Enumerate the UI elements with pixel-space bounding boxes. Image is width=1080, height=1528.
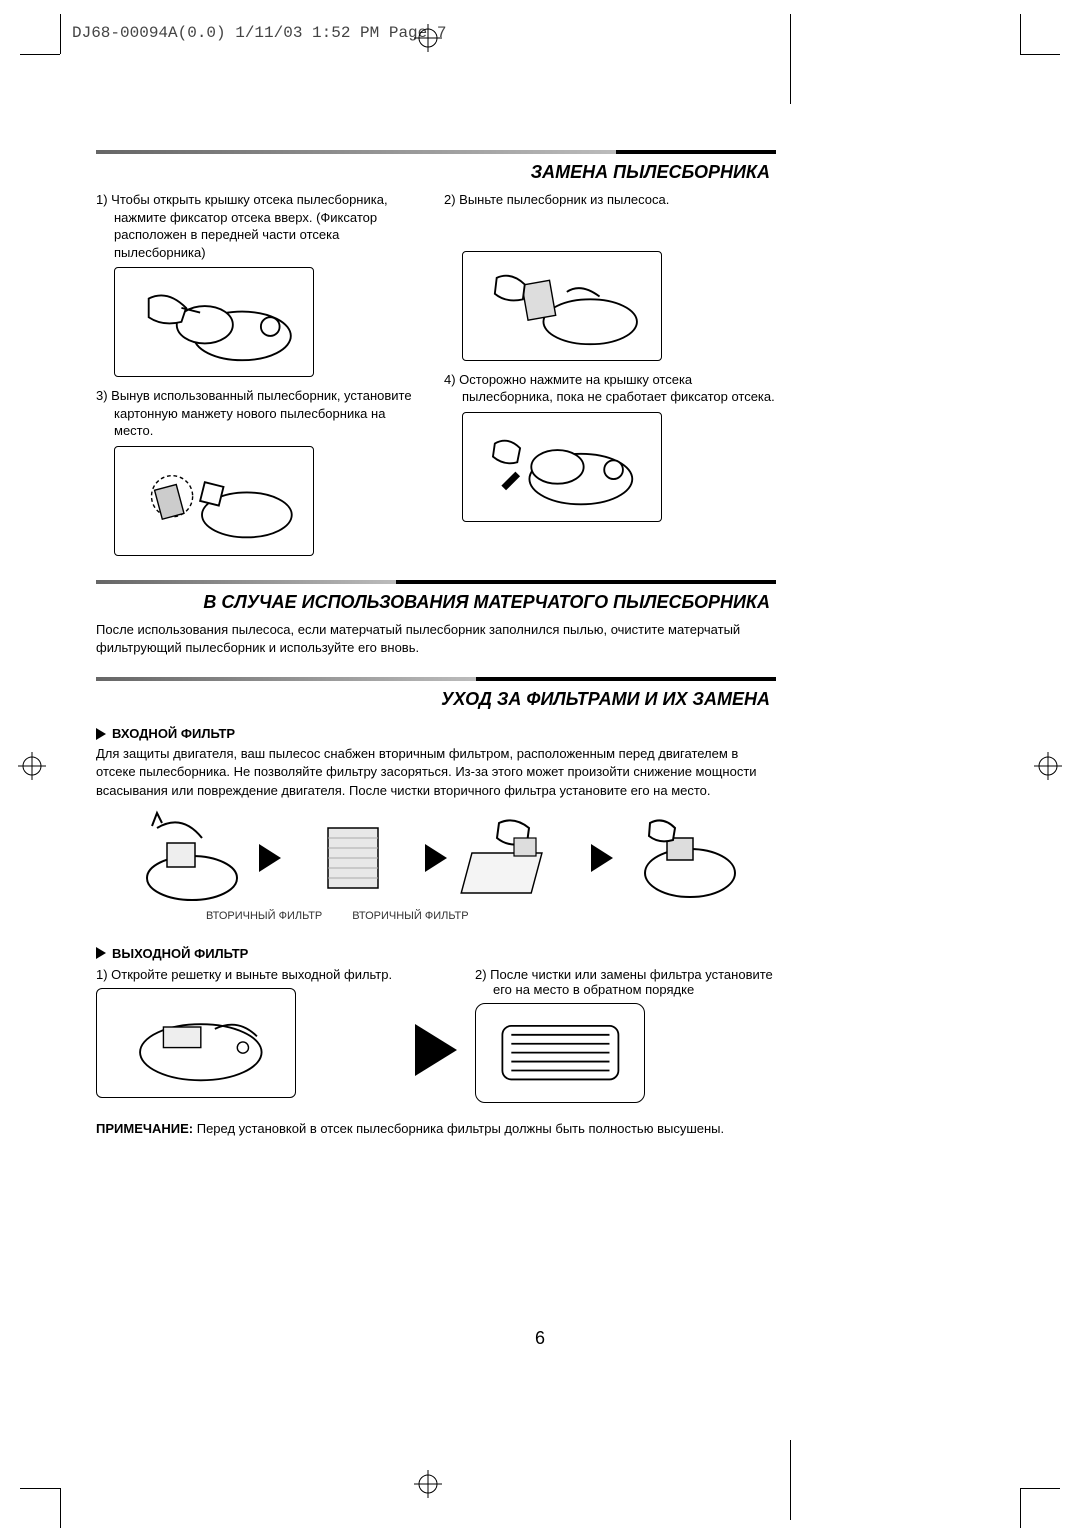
section-title: УХОД ЗА ФИЛЬТРАМИ И ИХ ЗАМЕНА [96, 689, 776, 710]
filter-labels: ВТОРИЧНЫЙ ФИЛЬТР ВТОРИЧНЫЙ ФИЛЬТР [206, 910, 776, 922]
vacuum-remove-bag-illustration [462, 251, 662, 361]
vacuum-open-lid-illustration [114, 267, 314, 377]
crop-mark [790, 1440, 791, 1520]
page-content: ЗАМЕНА ПЫЛЕСБОРНИКА 1) Чтобы открыть кры… [96, 150, 776, 1136]
print-header: DJ68-00094A(0.0) 1/11/03 1:52 PM Page 7 [72, 24, 446, 42]
section-title: В СЛУЧАЕ ИСПОЛЬЗОВАНИЯ МАТЕРЧАТОГО ПЫЛЕС… [96, 592, 776, 613]
body-text: После использования пылесоса, если матер… [96, 621, 776, 657]
vacuum-insert-bag-illustration [114, 446, 314, 556]
crop-mark [20, 54, 60, 55]
arrow-right-icon [591, 844, 613, 872]
vacuum-reinsert-filter-illustration [625, 808, 745, 908]
step-text: 2) После чистки или замены фильтра устан… [475, 967, 776, 997]
vacuum-outlet-open-illustration [96, 988, 296, 1098]
crop-mark [1020, 54, 1060, 55]
triangle-bullet-icon [96, 947, 106, 959]
section-title: ЗАМЕНА ПЫЛЕСБОРНИКА [96, 162, 776, 183]
body-text: Для защиты двигателя, ваш пылесос снабже… [96, 745, 776, 800]
arrow-right-icon [415, 1024, 457, 1076]
outlet-filter-grille-illustration [475, 1003, 645, 1103]
filter-label: ВТОРИЧНЫЙ ФИЛЬТР [206, 910, 322, 922]
page-number: 6 [0, 1328, 1080, 1349]
step-text: 2) Выньте пылесборник из пылесоса. [444, 191, 776, 209]
note-label: ПРИМЕЧАНИЕ: [96, 1121, 193, 1136]
crop-mark [20, 1488, 60, 1489]
filter-panel-illustration [293, 808, 413, 908]
step-text: 1) Откройте решетку и выньте выходной фи… [96, 967, 397, 982]
crop-mark [60, 1488, 61, 1528]
step-text: 3) Вынув использованный пылесборник, уст… [96, 387, 428, 440]
registration-mark-icon [18, 752, 46, 780]
sub-heading: ВЫХОДНОЙ ФИЛЬТР [96, 946, 776, 961]
crop-mark [1020, 1488, 1021, 1528]
filter-label: ВТОРИЧНЫЙ ФИЛЬТР [352, 910, 468, 922]
step-text: 4) Осторожно нажмите на крышку отсека пы… [444, 371, 776, 406]
inlet-filter-diagram [96, 808, 776, 908]
clean-filter-illustration [459, 808, 579, 908]
registration-mark-icon [414, 1470, 442, 1498]
note-text: Перед установкой в отсек пылесборника фи… [193, 1121, 724, 1136]
registration-mark-icon [414, 24, 442, 52]
section-rule [96, 677, 776, 681]
crop-mark [60, 14, 61, 54]
crop-mark [1020, 1488, 1060, 1489]
crop-mark [790, 14, 791, 104]
sub-heading-label: ВЫХОДНОЙ ФИЛЬТР [112, 946, 248, 961]
triangle-bullet-icon [96, 728, 106, 740]
note: ПРИМЕЧАНИЕ: Перед установкой в отсек пыл… [96, 1121, 776, 1136]
sub-heading-label: ВХОДНОЙ ФИЛЬТР [112, 726, 235, 741]
outlet-filter-diagram: 1) Откройте решетку и выньте выходной фи… [96, 967, 776, 1103]
arrow-right-icon [425, 844, 447, 872]
arrow-right-icon [259, 844, 281, 872]
registration-mark-icon [1034, 752, 1062, 780]
section-rule [96, 150, 776, 154]
vacuum-close-lid-illustration [462, 412, 662, 522]
step-text: 1) Чтобы открыть крышку отсека пылесборн… [96, 191, 428, 261]
vacuum-remove-filter-illustration [127, 808, 247, 908]
crop-mark [1020, 14, 1021, 54]
section-rule [96, 580, 776, 584]
sub-heading: ВХОДНОЙ ФИЛЬТР [96, 726, 776, 741]
